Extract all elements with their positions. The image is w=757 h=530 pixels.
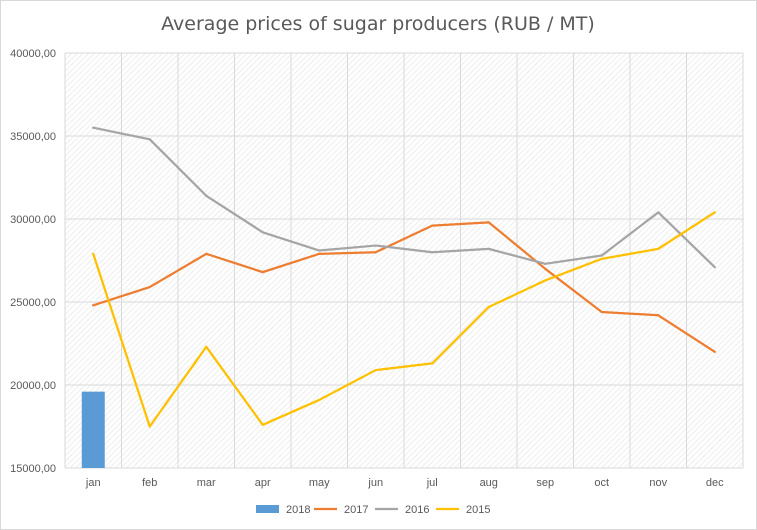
point-2015 bbox=[374, 368, 377, 372]
x-tick-label: sep bbox=[536, 477, 554, 489]
y-tick-label: 30000,00 bbox=[10, 214, 56, 226]
point-2017 bbox=[431, 224, 434, 227]
point-2016 bbox=[92, 126, 95, 129]
x-tick-label: may bbox=[309, 477, 330, 489]
legend-label-2018: 2018 bbox=[286, 504, 310, 516]
legend-label-2017: 2017 bbox=[344, 504, 368, 516]
point-2017 bbox=[374, 251, 377, 254]
point-2017 bbox=[713, 350, 716, 353]
chart-title: Average prices of sugar producers (RUB /… bbox=[161, 13, 595, 35]
y-tick-label: 25000,00 bbox=[10, 297, 56, 309]
series-line-2017 bbox=[92, 221, 716, 353]
gridlines bbox=[64, 52, 744, 469]
x-tick-label: jan bbox=[85, 477, 101, 489]
series-line-2016 bbox=[92, 126, 716, 269]
legend-swatch-2018 bbox=[256, 505, 279, 513]
legend: 2018 2017 2016 2015 bbox=[256, 504, 490, 516]
bar-2018 bbox=[81, 391, 105, 468]
point-2015 bbox=[92, 252, 95, 255]
x-tick-label: dec bbox=[706, 477, 724, 489]
point-2015 bbox=[600, 257, 603, 260]
x-tick-label: jul bbox=[426, 477, 438, 489]
y-tick-label: 20000,00 bbox=[10, 380, 56, 392]
x-tick-label: jun bbox=[367, 477, 383, 489]
point-2015 bbox=[431, 362, 434, 365]
point-2017 bbox=[318, 252, 321, 255]
point-2015 bbox=[713, 211, 716, 214]
point-2016 bbox=[318, 249, 321, 252]
point-2017 bbox=[205, 252, 208, 255]
point-2016 bbox=[148, 138, 151, 141]
point-2016 bbox=[713, 266, 716, 269]
point-2017 bbox=[657, 314, 660, 317]
point-2017 bbox=[487, 221, 490, 224]
point-2015 bbox=[205, 345, 208, 348]
series-line-2015 bbox=[92, 211, 716, 428]
legend-label-2015: 2015 bbox=[466, 504, 490, 516]
point-2015 bbox=[318, 398, 321, 402]
point-2017 bbox=[261, 271, 264, 274]
point-2016 bbox=[205, 194, 208, 197]
x-axis-ticks: jan feb mar apr may jun jul aug sep oct nov dec bbox=[85, 477, 724, 489]
point-2016 bbox=[487, 247, 490, 250]
point-2017 bbox=[92, 304, 95, 307]
point-2015 bbox=[261, 423, 264, 426]
point-2016 bbox=[261, 231, 264, 234]
y-tick-label: 40000,00 bbox=[10, 48, 56, 60]
x-tick-label: apr bbox=[255, 477, 271, 489]
line-series bbox=[92, 126, 716, 428]
point-2015 bbox=[148, 425, 151, 428]
point-2016 bbox=[374, 244, 377, 247]
point-2017 bbox=[544, 267, 547, 270]
bar-series bbox=[81, 391, 105, 468]
x-tick-label: aug bbox=[480, 477, 498, 489]
x-tick-label: mar bbox=[197, 477, 216, 489]
y-axis-ticks: 15000,00 20000,00 25000,00 30000,00 35000,00… bbox=[10, 48, 56, 475]
y-tick-label: 35000,00 bbox=[10, 131, 56, 143]
point-2016 bbox=[600, 254, 603, 257]
point-2016 bbox=[657, 211, 660, 214]
point-2017 bbox=[148, 285, 151, 289]
point-2016 bbox=[431, 251, 434, 254]
x-tick-label: feb bbox=[142, 477, 157, 489]
x-tick-label: nov bbox=[649, 477, 667, 489]
point-2016 bbox=[544, 262, 547, 265]
point-2015 bbox=[487, 305, 490, 309]
legend-label-2016: 2016 bbox=[405, 504, 429, 516]
y-tick-label: 15000,00 bbox=[10, 463, 56, 475]
point-2017 bbox=[600, 310, 603, 314]
point-2015 bbox=[544, 279, 547, 282]
point-2015 bbox=[657, 247, 660, 250]
x-tick-label: oct bbox=[594, 477, 609, 489]
